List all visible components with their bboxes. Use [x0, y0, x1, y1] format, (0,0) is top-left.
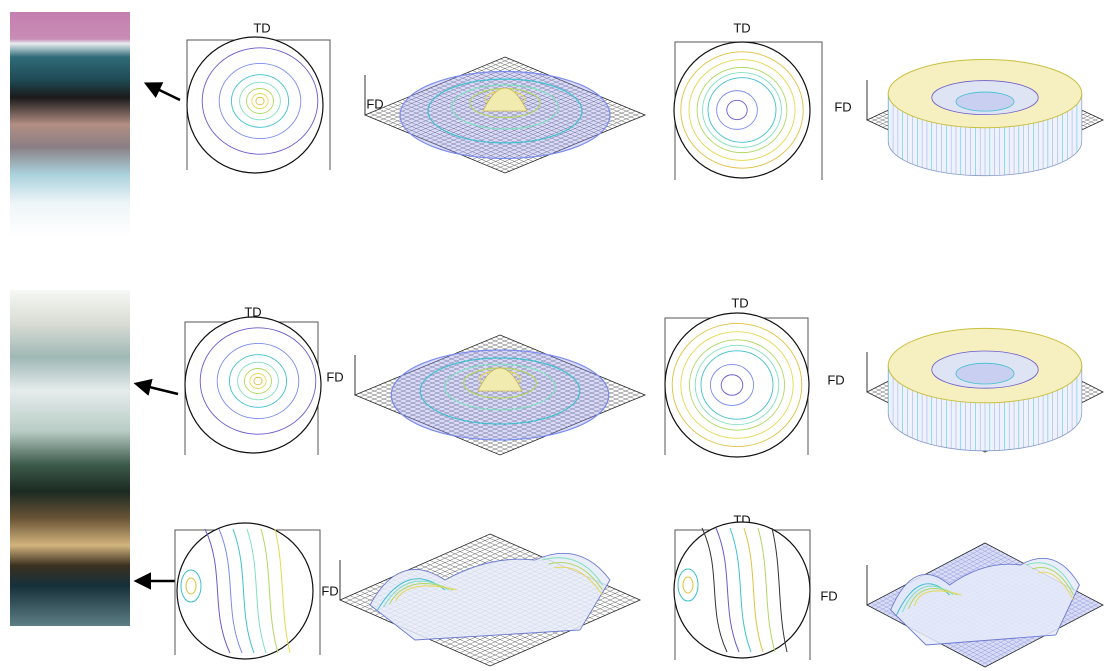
fd-label: FD [834, 99, 851, 114]
pole-circle [665, 313, 809, 457]
surface-hill [891, 558, 1080, 645]
pole-circle [674, 42, 810, 178]
pole-circle [185, 317, 321, 453]
fd-label: FD [321, 583, 338, 598]
figure: TD FD TD FD TD FD TD FD FD TD FD [0, 0, 1108, 671]
sample-strip [10, 290, 130, 626]
td-label: TD [731, 295, 748, 310]
sample-strip [10, 12, 130, 237]
arrow [137, 384, 178, 394]
td-label: TD [253, 20, 270, 35]
arrow [147, 84, 180, 100]
td-label: TD [733, 20, 750, 35]
fd-label: FD [827, 372, 844, 387]
surface-crater [956, 92, 1014, 111]
surface-contour [391, 350, 609, 440]
pole-circle [177, 523, 313, 659]
fd-label: FD [820, 588, 837, 603]
pole-circle [674, 522, 810, 658]
fd-label: FD [326, 369, 343, 384]
pole-circle [187, 37, 323, 173]
surface-crater [956, 363, 1014, 384]
surface-hill [370, 553, 610, 640]
